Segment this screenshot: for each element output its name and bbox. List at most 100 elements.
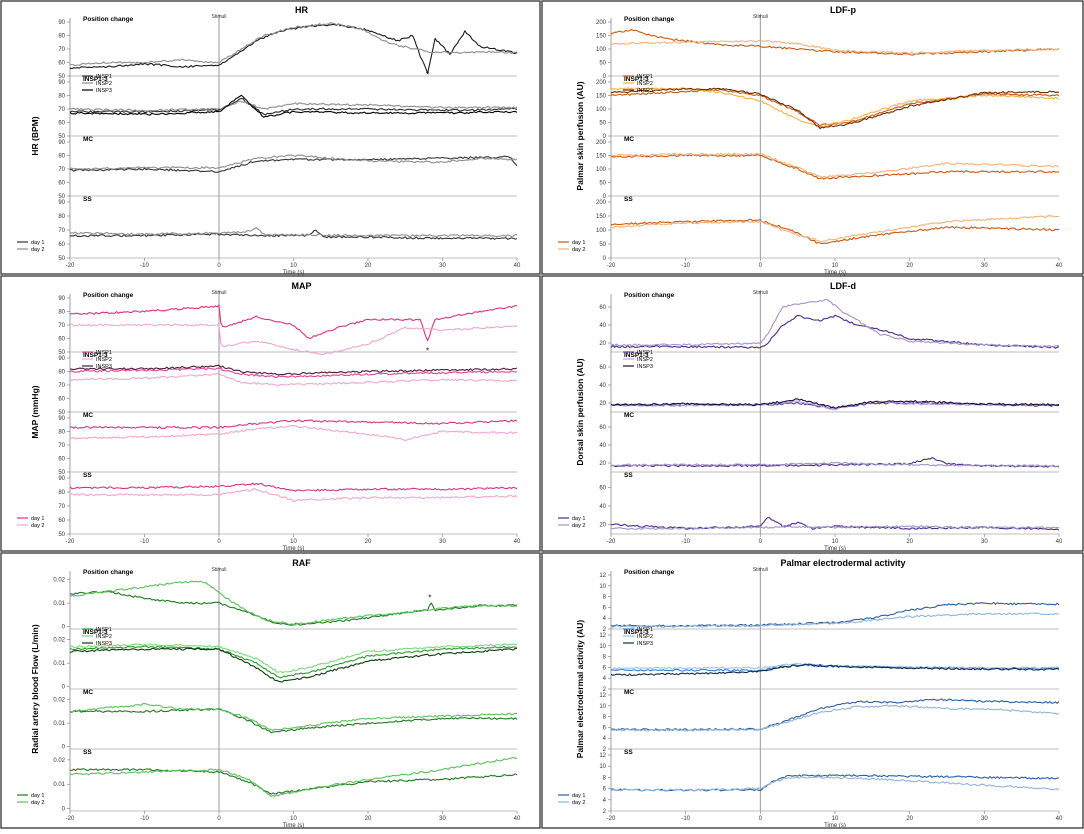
y-tick-label: 70 — [58, 47, 65, 53]
stimuli-label: Stimuli — [211, 290, 226, 296]
y-axis-title: Palmar electrodermal activity (AU) — [575, 620, 585, 759]
y-tick-label: 0.02 — [53, 758, 65, 764]
series-line-day-2 — [610, 298, 1059, 348]
y-tick-label: 0 — [62, 685, 66, 691]
x-tick-label: 30 — [981, 816, 988, 822]
series-line-day-1 — [69, 708, 518, 734]
y-tick-label: 20 — [599, 401, 606, 407]
y-tick-label: 12 — [599, 753, 606, 759]
legend-entry: day 2 — [31, 247, 44, 253]
subplot-position-change: 0 50 100 150 200 Position change — [596, 16, 1060, 80]
x-tick-label: 20 — [906, 816, 913, 822]
chart-title: Palmar electrodermal activity — [780, 558, 905, 568]
y-tick-label: 0.01 — [53, 782, 65, 788]
series-line-insp1 — [69, 367, 518, 378]
y-tick-label: 90 — [58, 140, 65, 146]
x-tick-label: -20 — [607, 263, 616, 269]
x-tick-label: 30 — [439, 816, 446, 822]
series-line-day-1 — [610, 154, 1060, 180]
legend-entry: INSP2 — [96, 634, 112, 640]
legend-entry: INSP3 — [637, 364, 653, 370]
panel-map: MAP MAP (mmHg) Stimuli 50 60 70 80 90 Position c… — [0, 275, 541, 552]
subplot-position-change: 2 4 6 8 10 12 Position change — [599, 569, 1060, 633]
y-tick-label: 0 — [603, 74, 607, 80]
y-tick-label: 200 — [596, 80, 607, 86]
x-tick-label: 0 — [217, 816, 221, 822]
y-tick-label: 60 — [599, 425, 606, 431]
x-tick-label: -20 — [607, 539, 616, 545]
panel-ldf-p: LDF-p Palmar skin perfusion (AU) Stimuli 0 5… — [541, 0, 1084, 276]
y-tick-label: 0 — [62, 807, 66, 813]
y-tick-label: 0.02 — [53, 578, 65, 584]
y-tick-label: 50 — [599, 181, 606, 187]
y-tick-label: 0 — [603, 134, 607, 140]
y-tick-label: 100 — [596, 47, 607, 53]
y-tick-label: 2 — [603, 687, 607, 693]
x-tick-label: -20 — [66, 816, 75, 822]
y-axis-title: Dorsal skin perfusion (AU) — [575, 358, 585, 465]
y-tick-label: 150 — [596, 214, 607, 220]
y-tick-label: 70 — [58, 504, 65, 510]
subplot-label: Position change — [624, 16, 675, 23]
significance-marker: * — [426, 71, 429, 80]
subplot-position-change: 50 60 70 80 90 Position change * — [58, 16, 518, 80]
x-axis-title: Time (s) — [283, 546, 305, 552]
x-tick-label: 30 — [981, 539, 988, 545]
subplot-mc: 50 60 70 80 90 MC — [58, 412, 518, 476]
legend-entry: day 1 — [31, 516, 44, 522]
y-axis-title: MAP (mmHg) — [30, 385, 40, 438]
x-tick-label: 40 — [1056, 816, 1063, 822]
y-tick-label: 8 — [603, 715, 607, 721]
x-axis-title: Time (s) — [824, 546, 846, 552]
panel-frame — [0, 275, 541, 552]
legend-entry: INSP1 — [96, 74, 112, 80]
y-tick-label: 100 — [596, 167, 607, 173]
y-tick-label: 4 — [603, 736, 607, 742]
subplot-mc: 0 0.01 0.02 MC — [53, 689, 518, 751]
x-tick-label: 40 — [1056, 263, 1063, 269]
x-tick-label: 10 — [290, 816, 297, 822]
legend-entry: INSP3 — [96, 641, 112, 647]
y-tick-label: 4 — [603, 616, 607, 622]
legend-entry: day 1 — [31, 240, 44, 246]
y-tick-label: 70 — [58, 383, 65, 389]
y-tick-label: 60 — [58, 337, 65, 343]
x-tick-label: 30 — [439, 263, 446, 269]
y-tick-label: 6 — [603, 725, 607, 731]
series-line-day-1 — [610, 29, 1060, 56]
y-tick-label: 12 — [599, 633, 606, 639]
subplot-label: INSP1-3 — [624, 352, 649, 359]
x-tick-label: 0 — [217, 539, 221, 545]
y-tick-label: 100 — [596, 107, 607, 113]
y-tick-label: 50 — [58, 74, 65, 80]
subplot-label: INSP1-3 — [624, 76, 649, 83]
y-tick-label: 40 — [599, 323, 606, 329]
series-line-insp2 — [69, 372, 518, 387]
series-line-day-1 — [610, 698, 1060, 732]
y-tick-label: 150 — [596, 154, 607, 160]
subplot-label: SS — [624, 472, 633, 479]
legend-entry: day 1 — [572, 516, 585, 522]
y-tick-label: 4 — [603, 676, 607, 682]
y-tick-label: 100 — [596, 228, 607, 234]
subplot-label: Position change — [83, 569, 134, 576]
legend-entry: INSP2 — [637, 357, 653, 363]
y-tick-label: 60 — [58, 242, 65, 248]
y-tick-label: 80 — [58, 370, 65, 376]
y-tick-label: 70 — [58, 228, 65, 234]
x-tick-label: 10 — [290, 539, 297, 545]
y-tick-label: 0.01 — [53, 661, 65, 667]
series-line-day-2 — [610, 215, 1060, 243]
subplot-label: MC — [83, 689, 93, 696]
y-tick-label: 60 — [599, 365, 606, 371]
subplot-position-change: 0 0.01 0.02 Position change * — [53, 569, 518, 631]
y-tick-label: 0 — [62, 625, 66, 631]
legend-entry: INSP2 — [96, 81, 112, 87]
y-tick-label: 80 — [58, 214, 65, 220]
y-tick-label: 50 — [58, 350, 65, 356]
y-tick-label: 0 — [603, 194, 607, 200]
